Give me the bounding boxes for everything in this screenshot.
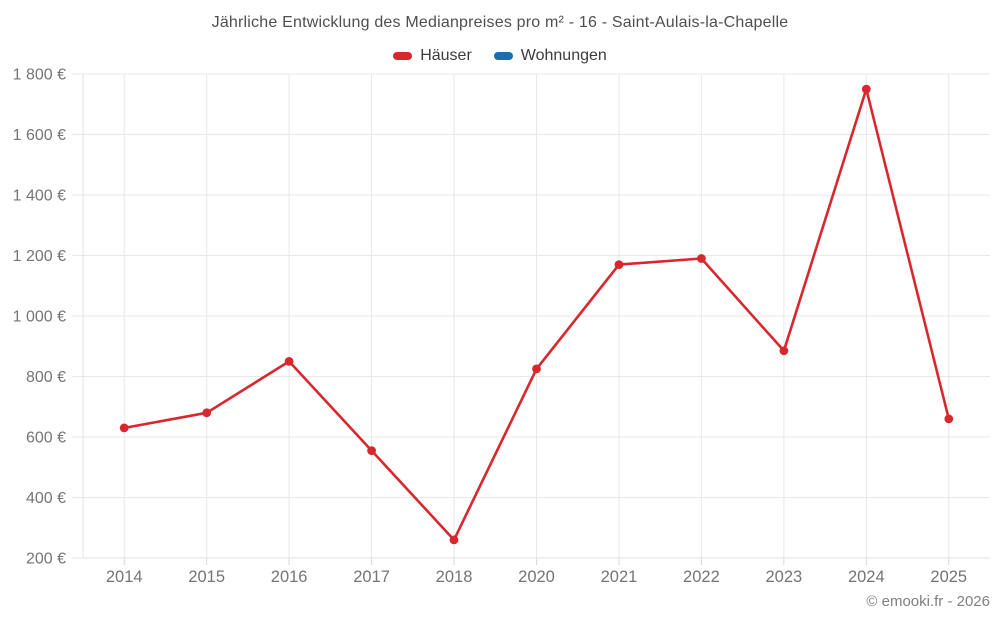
legend-label: Wohnungen — [520, 47, 607, 64]
data-point-2020[interactable] — [532, 364, 541, 374]
x-axis-tick-label: 2017 — [353, 568, 390, 586]
x-axis-tick-label: 2023 — [766, 568, 803, 586]
y-axis-tick-label: 1 400 € — [13, 188, 66, 205]
x-axis-tick-label: 2020 — [518, 568, 555, 586]
x-axis-tick-label: 2024 — [848, 568, 885, 586]
chart-legend: Häuser Wohnungen — [0, 47, 1000, 65]
x-axis-tick-label: 2014 — [106, 568, 143, 586]
data-point-2022[interactable] — [697, 254, 706, 263]
x-axis-tick-label: 2015 — [188, 568, 225, 586]
y-axis-tick-label: 1 600 € — [13, 127, 66, 144]
data-point-2015[interactable] — [202, 408, 212, 418]
x-axis-tick-label: 2021 — [601, 568, 638, 586]
y-axis-tick-label: 1 800 € — [13, 67, 66, 84]
data-point-2023[interactable] — [779, 346, 789, 356]
legend-label: Häuser — [420, 47, 472, 64]
y-axis-tick-label: 1 200 € — [13, 248, 66, 265]
legend-swatch-icon — [393, 52, 413, 60]
y-axis-tick-label: 400 € — [26, 490, 66, 507]
legend-item-wohnungen[interactable]: Wohnungen — [493, 47, 607, 65]
y-axis-tick-label: 1 000 € — [13, 309, 66, 326]
data-point-2025[interactable] — [944, 414, 954, 424]
data-point-2017[interactable] — [367, 446, 376, 455]
x-axis-tick-label: 2022 — [683, 568, 720, 586]
data-point-2018[interactable] — [449, 535, 459, 545]
data-point-2014[interactable] — [119, 423, 129, 433]
x-axis-tick-label: 2016 — [271, 568, 308, 586]
y-axis-tick-label: 200 € — [26, 551, 66, 568]
chart-title: Jährliche Entwicklung des Medianpreises … — [211, 14, 789, 31]
data-point-2021[interactable] — [614, 260, 624, 269]
legend-swatch-icon — [493, 52, 513, 60]
copyright-note: © emooki.fr - 2026 — [866, 593, 990, 610]
y-axis-tick-label: 600 € — [26, 430, 66, 447]
y-axis-tick-label: 800 € — [26, 369, 66, 386]
data-point-2016[interactable] — [284, 357, 294, 366]
legend-item-huser[interactable]: Häuser — [393, 47, 472, 65]
x-axis-tick-label: 2025 — [930, 568, 967, 586]
x-axis-tick-label: 2018 — [436, 568, 473, 586]
data-point-2024[interactable] — [861, 84, 871, 94]
